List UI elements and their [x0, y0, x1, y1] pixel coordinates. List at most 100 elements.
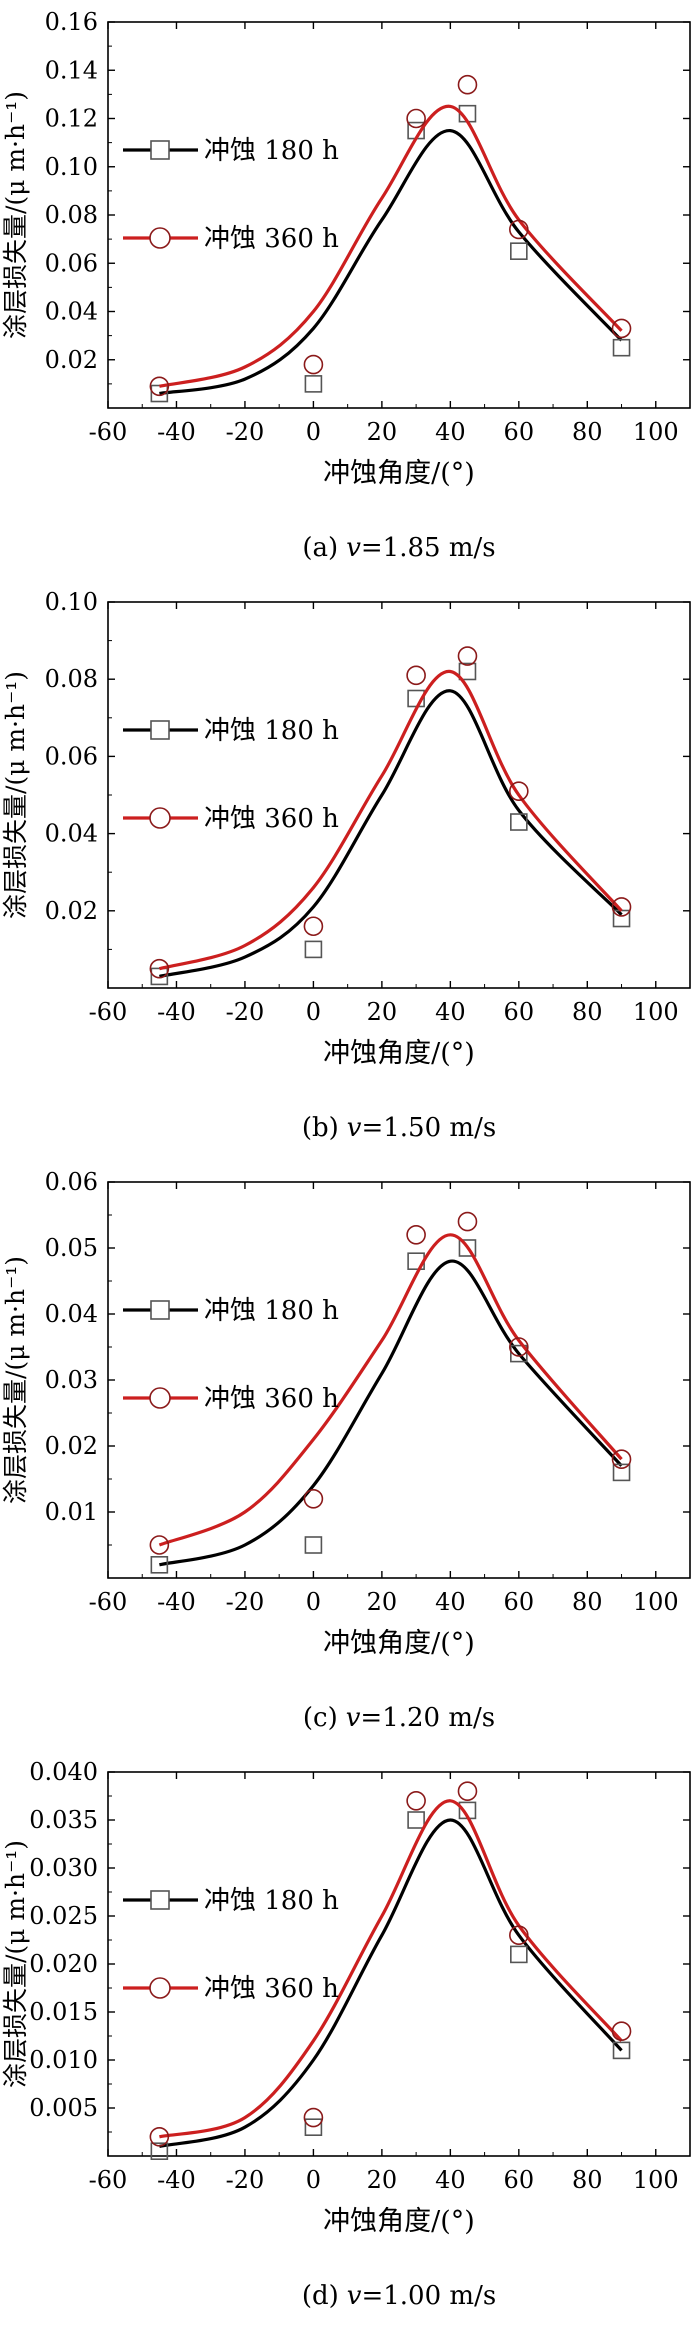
plot-frame-d [107, 1771, 691, 2157]
chart-panel-d: -60 -40 -20 0 20 40 60 80 100 0.005 0.010 0.015 0.02… [0, 1750, 700, 2328]
y-axis-label-b: 涂层损失量/(μ m·h⁻¹) [1, 671, 30, 919]
data-point-180h-a [612, 338, 631, 357]
y-tick-label-d: 0.015 [29, 1998, 98, 2026]
caption-d: (d) v=1.00 m/s [302, 2281, 496, 2311]
data-point-180h-a [510, 242, 528, 260]
caption-velocity-value-b: =1.50 m/s [361, 1113, 496, 1143]
caption-b: (b) v=1.50 m/s [302, 1113, 496, 1143]
data-point-180h-c [612, 1463, 631, 1482]
data-point-360h-d [303, 2107, 324, 2128]
caption-velocity-symbol-a: v [346, 533, 361, 563]
y-tick-label-d: 0.030 [29, 1854, 98, 1882]
data-point-180h-d [407, 1811, 425, 1829]
y-tick-label-c: 0.03 [45, 1366, 98, 1394]
x-tick-label-b: 80 [572, 998, 603, 1026]
data-point-360h-b [457, 646, 478, 666]
x-tick-label-a: -40 [157, 418, 196, 446]
caption-velocity-value-d: =1.00 m/s [361, 2281, 496, 2311]
data-point-360h-c [611, 1449, 632, 1470]
y-tick-label-d: 0.020 [29, 1950, 98, 1978]
x-axis-label-a: 冲蚀角度/(°) [323, 458, 475, 489]
caption-prefix-d: (d) [302, 2281, 339, 2311]
x-tick-label-b: -40 [157, 998, 196, 1026]
plot-frame-c [107, 1181, 691, 1579]
x-tick-label-b: 100 [633, 998, 679, 1026]
legend-label-180h-b: 冲蚀 180 h [204, 716, 339, 746]
data-point-360h-d [611, 2021, 632, 2042]
x-tick-label-d: 60 [504, 2166, 535, 2194]
legend-marker-360h-c [149, 1387, 171, 1409]
fit-curve-360h-b [158, 669, 623, 971]
y-tick-label-d: 0.025 [29, 1902, 98, 1930]
x-tick-label-d: 20 [367, 2166, 398, 2194]
data-point-180h-a [304, 375, 323, 393]
data-point-360h-a [611, 318, 632, 339]
data-point-180h-d [150, 2142, 169, 2161]
data-point-360h-d [406, 1790, 426, 1811]
y-tick-label-b: 0.06 [45, 742, 98, 770]
x-axis-label-c: 冲蚀角度/(°) [323, 1628, 475, 1659]
y-tick-label-a: 0.06 [45, 249, 98, 277]
caption-prefix-b: (b) [302, 1113, 339, 1143]
x-tick-label-b: -60 [89, 998, 128, 1026]
x-tick-label-c: -20 [226, 1588, 265, 1616]
legend-marker-180h-a [150, 140, 170, 160]
legend-label-180h-d: 冲蚀 180 h [204, 1886, 339, 1916]
plot-frame-b [107, 601, 691, 989]
data-point-180h-b [304, 940, 323, 959]
data-point-180h-d [612, 2041, 631, 2060]
x-tick-label-a: 40 [435, 418, 466, 446]
data-point-180h-c [150, 1555, 169, 1574]
data-point-360h-c [509, 1337, 529, 1357]
x-tick-label-c: 20 [367, 1588, 398, 1616]
x-axis-label-d: 冲蚀角度/(°) [323, 2206, 475, 2237]
x-tick-label-b: 40 [435, 998, 466, 1026]
y-tick-label-a: 0.16 [45, 8, 98, 36]
chart-svg-c: -60 -40 -20 0 20 40 60 80 100 0.01 0.02 0.03 0.04 0.0… [1, 1168, 691, 1733]
x-tick-label-d: -40 [157, 2166, 196, 2194]
y-axis-label-a: 涂层损失量/(μ m·h⁻¹) [1, 91, 30, 339]
fit-curve-180h-c [159, 1259, 623, 1567]
x-tick-label-d: 0 [306, 2166, 321, 2194]
legend-marker-180h-b [150, 720, 170, 740]
data-point-360h-b [509, 781, 529, 801]
x-tick-label-c: 100 [633, 1588, 679, 1616]
y-tick-label-a: 0.14 [45, 56, 98, 84]
x-axis-label-b: 冲蚀角度/(°) [323, 1038, 475, 1069]
caption-velocity-symbol-b: v [347, 1113, 362, 1143]
data-point-360h-b [149, 958, 170, 979]
caption-prefix-a: (a) [302, 533, 338, 563]
y-tick-label-d: 0.035 [29, 1806, 98, 1834]
y-tick-label-b: 0.10 [45, 588, 98, 616]
y-tick-label-a: 0.02 [45, 346, 98, 374]
chart-svg-a: -60 -40 -20 0 20 40 60 80 100 0.02 0.04 0.06 0.08 0.1… [1, 8, 691, 563]
fit-curve-180h-d [159, 1818, 623, 2148]
data-point-360h-a [509, 219, 529, 240]
chart-panel-c: -60 -40 -20 0 20 40 60 80 100 0.01 0.02 0.03 0.04 0.0… [0, 1160, 700, 1750]
fit-curve-180h-a [159, 128, 623, 396]
legend-label-180h-a: 冲蚀 180 h [204, 136, 339, 166]
fit-curve-360h-c [158, 1233, 623, 1547]
x-tick-label-d: 80 [572, 2166, 603, 2194]
y-tick-label-c: 0.05 [45, 1234, 98, 1262]
legend-marker-180h-c [150, 1300, 170, 1320]
data-point-360h-c [457, 1211, 478, 1232]
x-tick-label-d: -60 [89, 2166, 128, 2194]
data-point-360h-c [303, 1488, 324, 1509]
data-point-360h-a [303, 354, 324, 375]
data-point-360h-a [406, 108, 426, 129]
legend-label-360h-a: 冲蚀 360 h [204, 224, 339, 254]
x-tick-label-a: -20 [226, 418, 265, 446]
x-tick-label-a: 60 [504, 418, 535, 446]
x-tick-label-a: 20 [367, 418, 398, 446]
data-point-180h-b [458, 662, 477, 681]
y-tick-label-a: 0.12 [45, 105, 98, 133]
x-tick-label-a: 0 [306, 418, 321, 446]
y-tick-label-a: 0.08 [45, 201, 98, 229]
legend-marker-360h-b [149, 807, 171, 829]
fit-curve-360h-d [159, 1799, 623, 2139]
x-tick-label-b: 60 [504, 998, 535, 1026]
x-tick-label-d: -20 [226, 2166, 265, 2194]
data-point-360h-c [149, 1535, 170, 1555]
y-tick-label-c: 0.06 [45, 1168, 98, 1196]
